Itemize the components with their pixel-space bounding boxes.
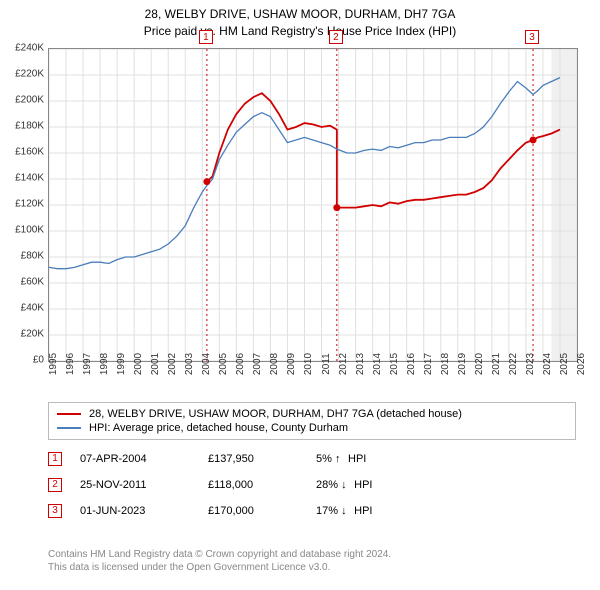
footer-line2: This data is licensed under the Open Gov… <box>48 561 576 574</box>
transaction-price: £118,000 <box>208 479 298 491</box>
transaction-delta: 5% ↑ HPI <box>316 453 366 465</box>
x-tick-label: 1997 <box>82 353 93 375</box>
chart-container: 28, WELBY DRIVE, USHAW MOOR, DURHAM, DH7… <box>0 0 600 590</box>
x-tick-label: 2000 <box>133 353 144 375</box>
y-tick-label: £80K <box>21 251 44 262</box>
x-tick-label: 2026 <box>576 353 587 375</box>
transaction-delta: 17% ↓ HPI <box>316 505 372 517</box>
transaction-date: 01-JUN-2023 <box>80 505 190 517</box>
y-tick-label: £0 <box>33 355 44 366</box>
arrow-icon: ↓ <box>341 479 351 491</box>
y-tick-label: £140K <box>15 173 44 184</box>
x-tick-label: 2011 <box>321 353 332 375</box>
x-tick-label: 2006 <box>235 353 246 375</box>
x-tick-label: 2007 <box>252 353 263 375</box>
x-tick-label: 2018 <box>440 353 451 375</box>
transaction-marker-flag: 2 <box>329 30 343 44</box>
y-tick-label: £160K <box>15 147 44 158</box>
legend-item: HPI: Average price, detached house, Coun… <box>57 421 567 435</box>
x-tick-label: 2022 <box>508 353 519 375</box>
legend-swatch <box>57 413 81 415</box>
legend-label: HPI: Average price, detached house, Coun… <box>89 422 348 434</box>
x-tick-label: 2002 <box>167 353 178 375</box>
x-tick-label: 2024 <box>542 353 553 375</box>
x-tick-label: 2014 <box>372 353 383 375</box>
x-tick-label: 2019 <box>457 353 468 375</box>
title-line2: Price paid vs. HM Land Registry's House … <box>0 23 600 40</box>
legend-swatch <box>57 427 81 429</box>
x-tick-label: 1996 <box>65 353 76 375</box>
x-tick-label: 1995 <box>48 353 59 375</box>
x-tick-label: 2021 <box>491 353 502 375</box>
legend-item: 28, WELBY DRIVE, USHAW MOOR, DURHAM, DH7… <box>57 407 567 421</box>
arrow-icon: ↑ <box>335 453 345 465</box>
x-tick-label: 2020 <box>474 353 485 375</box>
x-tick-label: 1998 <box>99 353 110 375</box>
transaction-date: 07-APR-2004 <box>80 453 190 465</box>
footer-attribution: Contains HM Land Registry data © Crown c… <box>48 548 576 574</box>
y-tick-label: £20K <box>21 329 44 340</box>
y-tick-label: £120K <box>15 199 44 210</box>
title-line1: 28, WELBY DRIVE, USHAW MOOR, DURHAM, DH7… <box>0 6 600 23</box>
footer-line1: Contains HM Land Registry data © Crown c… <box>48 548 576 561</box>
x-tick-label: 2001 <box>150 353 161 375</box>
x-tick-label: 2005 <box>218 353 229 375</box>
x-tick-label: 2015 <box>389 353 400 375</box>
x-tick-label: 2017 <box>423 353 434 375</box>
transaction-index-box: 2 <box>48 478 62 492</box>
transaction-price: £137,950 <box>208 453 298 465</box>
chart-plot-area <box>48 48 578 362</box>
title-block: 28, WELBY DRIVE, USHAW MOOR, DURHAM, DH7… <box>0 0 600 40</box>
x-tick-label: 2012 <box>338 353 349 375</box>
transaction-price: £170,000 <box>208 505 298 517</box>
x-tick-label: 2010 <box>303 353 314 375</box>
y-tick-label: £100K <box>15 225 44 236</box>
x-tick-label: 2004 <box>201 353 212 375</box>
y-tick-label: £40K <box>21 303 44 314</box>
y-tick-label: £200K <box>15 95 44 106</box>
transactions-table: 1 07-APR-2004 £137,950 5% ↑ HPI 2 25-NOV-2011… <box>48 446 576 524</box>
x-tick-label: 2016 <box>406 353 417 375</box>
chart-svg <box>49 49 577 361</box>
arrow-icon: ↓ <box>341 505 351 517</box>
y-tick-label: £220K <box>15 69 44 80</box>
x-tick-label: 2008 <box>269 353 280 375</box>
y-tick-label: £240K <box>15 43 44 54</box>
x-tick-label: 2009 <box>286 353 297 375</box>
transaction-marker-flag: 3 <box>525 30 539 44</box>
legend-label: 28, WELBY DRIVE, USHAW MOOR, DURHAM, DH7… <box>89 408 462 420</box>
transaction-row: 2 25-NOV-2011 £118,000 28% ↓ HPI <box>48 472 576 498</box>
transaction-row: 3 01-JUN-2023 £170,000 17% ↓ HPI <box>48 498 576 524</box>
x-tick-label: 2003 <box>184 353 195 375</box>
x-tick-label: 2023 <box>525 353 536 375</box>
x-tick-label: 1999 <box>116 353 127 375</box>
transaction-index-box: 1 <box>48 452 62 466</box>
x-tick-label: 2025 <box>559 353 570 375</box>
transaction-row: 1 07-APR-2004 £137,950 5% ↑ HPI <box>48 446 576 472</box>
transaction-delta: 28% ↓ HPI <box>316 479 372 491</box>
transaction-index-box: 3 <box>48 504 62 518</box>
legend: 28, WELBY DRIVE, USHAW MOOR, DURHAM, DH7… <box>48 402 576 440</box>
y-tick-label: £180K <box>15 121 44 132</box>
x-tick-label: 2013 <box>355 353 366 375</box>
transaction-marker-flag: 1 <box>199 30 213 44</box>
transaction-date: 25-NOV-2011 <box>80 479 190 491</box>
y-tick-label: £60K <box>21 277 44 288</box>
